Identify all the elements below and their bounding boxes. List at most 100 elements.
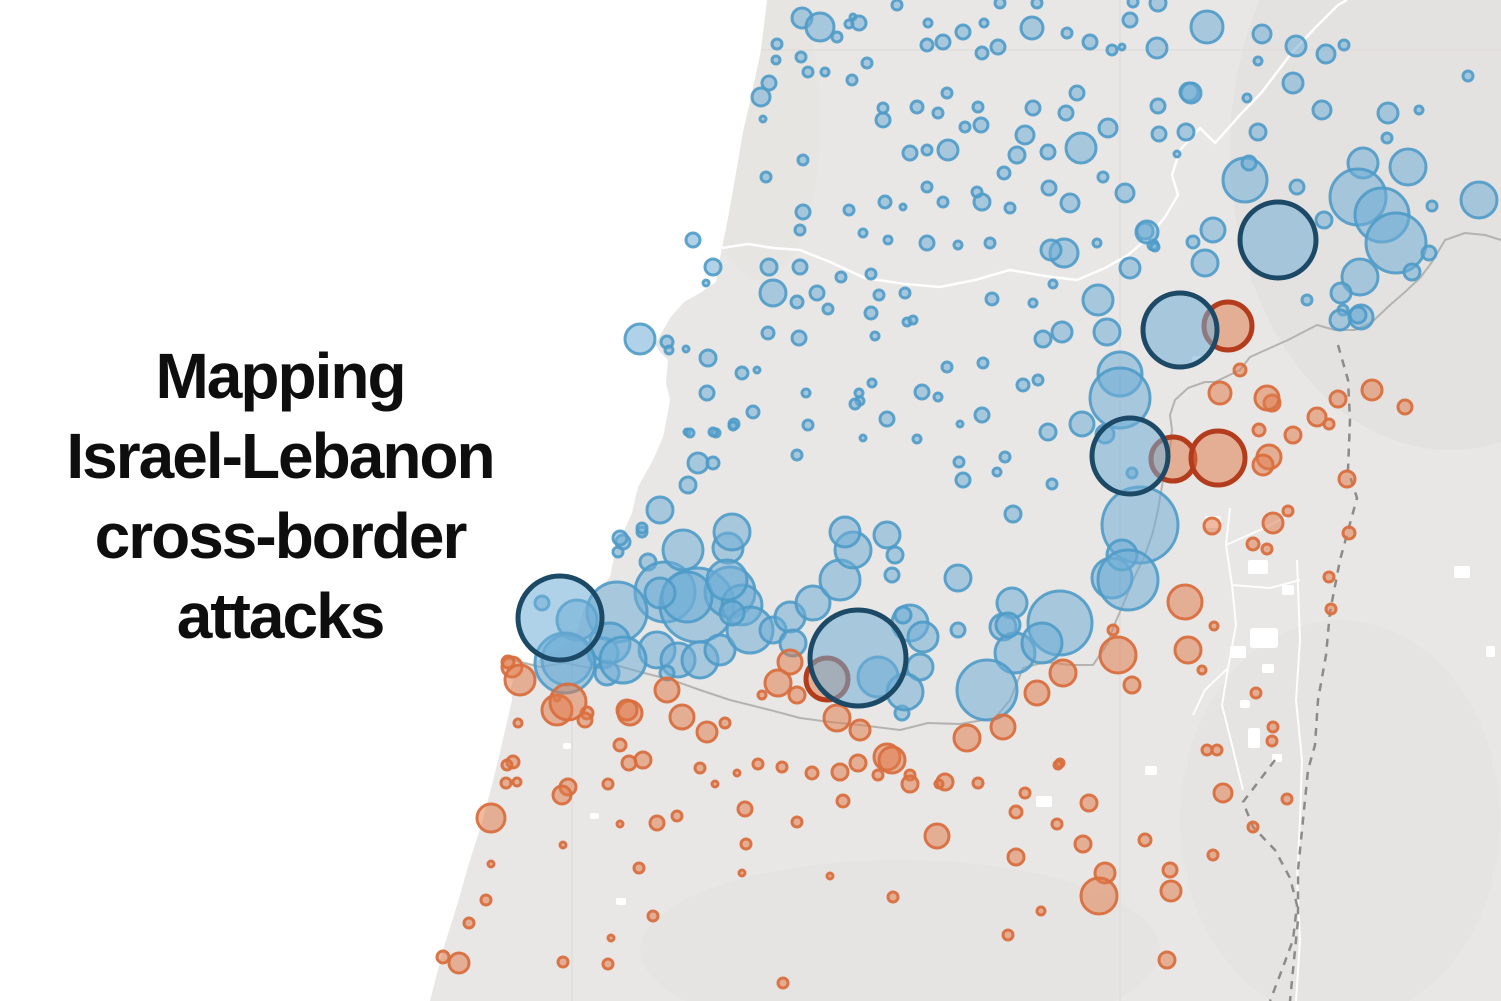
bubble-orange	[952, 723, 982, 753]
bubble-blue	[1015, 377, 1031, 393]
bubble-blue	[1047, 278, 1059, 290]
bubble-blue	[958, 120, 972, 134]
bubble-orange	[606, 933, 616, 943]
bubble-layer-orange	[435, 362, 1414, 990]
bubble-orange	[790, 815, 804, 829]
bubble-blue	[1364, 211, 1428, 275]
bubble-blue	[1284, 34, 1308, 58]
bubble-orange-dark	[1188, 428, 1248, 488]
bubble-blue	[936, 138, 960, 162]
bubble-blue	[973, 406, 991, 424]
bubble-blue	[940, 86, 954, 100]
bubble-orange	[695, 720, 719, 744]
bubble-orange	[1073, 834, 1093, 854]
bubble-blue	[874, 111, 892, 129]
bubble-blue	[943, 563, 973, 593]
bubble-blue	[1038, 422, 1058, 442]
bubble-blue	[850, 14, 868, 32]
bubble-orange	[601, 777, 615, 791]
bubble-orange	[633, 750, 653, 770]
bubble-blue	[954, 471, 972, 489]
bubble-orange	[435, 949, 451, 965]
bubble-orange	[1207, 380, 1233, 406]
bubble-orange	[620, 754, 638, 772]
bubble-orange	[787, 685, 807, 705]
bubble-orange	[653, 676, 681, 704]
bubble-orange	[825, 871, 835, 881]
bubble-blue	[893, 605, 913, 625]
bubble-orange	[737, 868, 747, 878]
bubble-blue	[684, 427, 696, 439]
bubble-blue	[972, 116, 990, 134]
bubble-blue	[791, 258, 809, 276]
bubble-blue	[1190, 248, 1220, 278]
bubble-orange	[1324, 602, 1338, 616]
bubble-blue	[1199, 216, 1227, 244]
bubble-orange	[1159, 879, 1183, 903]
bubble-orange	[1210, 743, 1224, 757]
bubble-blue	[1281, 71, 1305, 95]
bubble-blue	[911, 433, 923, 445]
bubble-blue	[907, 314, 919, 326]
bubble-blue	[984, 291, 1000, 307]
bubble-blue	[1059, 192, 1081, 214]
bubble-orange	[739, 837, 753, 851]
bubble-blue	[1114, 182, 1136, 204]
bubble-blue	[842, 203, 856, 217]
bubble-orange	[822, 703, 852, 733]
bubble-blue	[1328, 308, 1352, 332]
bubble-blue	[898, 202, 908, 212]
bubble-orange	[1173, 635, 1203, 665]
bubble-blue	[936, 195, 950, 209]
bubble-blue	[770, 54, 782, 66]
bubble-orange	[886, 890, 900, 904]
bubble-blue	[955, 419, 965, 429]
bubble-blue	[1003, 504, 1023, 524]
bubble-blue	[1176, 122, 1196, 142]
bubble-orange	[1006, 847, 1026, 867]
bubble-blue	[1064, 131, 1098, 165]
bubble-blue	[1033, 329, 1053, 349]
bubble-blue	[994, 611, 1022, 639]
bubble-blue	[1057, 104, 1075, 122]
bubble-blue	[712, 512, 752, 552]
bubble-blue	[909, 99, 925, 115]
bubble-orange	[1052, 759, 1064, 771]
bubble-orange	[804, 765, 820, 781]
bubble-blue	[705, 455, 721, 471]
bubble-orange	[1266, 720, 1280, 734]
bubble-blue	[949, 621, 967, 639]
bubble-blue	[760, 325, 776, 341]
bubble-orange	[1157, 950, 1177, 970]
bubble-orange	[615, 698, 639, 722]
bubble-orange	[500, 654, 516, 670]
bubble-orange	[601, 957, 615, 971]
bubble-blue	[869, 330, 881, 342]
bubble-orange	[835, 793, 851, 809]
bubble-blue	[872, 520, 902, 550]
bubble-blue	[800, 387, 812, 399]
bubble-orange	[1202, 516, 1222, 536]
bubble-orange	[776, 976, 790, 990]
bubble-blue	[1020, 621, 1064, 665]
bubble-orange	[1098, 635, 1138, 675]
bubble-blue	[794, 584, 832, 622]
bubble-orange	[1251, 422, 1267, 438]
bubble-orange	[1337, 469, 1357, 489]
bubble-blue	[834, 270, 848, 284]
bubble-blue	[993, 0, 1007, 10]
title-line-1: Mapping	[155, 340, 406, 412]
bubble-blue	[759, 170, 773, 184]
bubble-blue	[1148, 0, 1168, 13]
bubble-orange	[1208, 620, 1220, 632]
bubble-blue	[1337, 38, 1351, 52]
bubble-orange	[499, 776, 513, 790]
bubble-orange	[479, 893, 493, 907]
bubble-blue	[623, 322, 657, 356]
bubble-orange	[500, 758, 514, 772]
bubble-orange	[668, 703, 696, 731]
bubble-orange	[615, 819, 625, 829]
bubble-blue	[1121, 11, 1139, 29]
